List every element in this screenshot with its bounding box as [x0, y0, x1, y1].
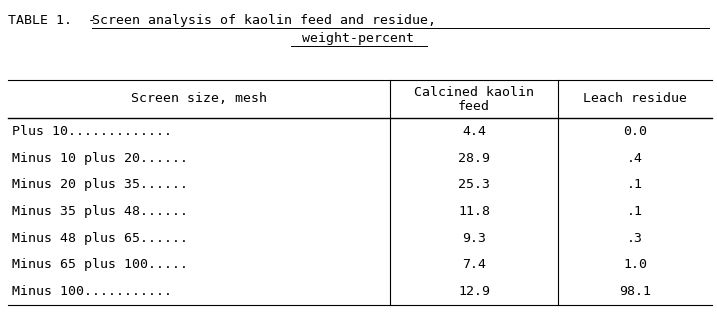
- Text: 7.4: 7.4: [462, 258, 486, 271]
- Text: weight-percent: weight-percent: [303, 32, 414, 45]
- Text: 25.3: 25.3: [458, 178, 490, 191]
- Text: 4.4: 4.4: [462, 125, 486, 138]
- Text: TABLE 1.  -: TABLE 1. -: [8, 14, 104, 27]
- Text: .1: .1: [627, 205, 643, 218]
- Text: Leach residue: Leach residue: [583, 93, 687, 106]
- Text: 0.0: 0.0: [623, 125, 647, 138]
- Text: Minus 20 plus 35......: Minus 20 plus 35......: [12, 178, 188, 191]
- Text: Plus 10.............: Plus 10.............: [12, 125, 172, 138]
- Text: Screen size, mesh: Screen size, mesh: [131, 93, 267, 106]
- Text: Minus 48 plus 65......: Minus 48 plus 65......: [12, 232, 188, 245]
- Text: Minus 10 plus 20......: Minus 10 plus 20......: [12, 152, 188, 165]
- Text: 9.3: 9.3: [462, 232, 486, 245]
- Text: .1: .1: [627, 178, 643, 191]
- Text: 1.0: 1.0: [623, 258, 647, 271]
- Text: Minus 35 plus 48......: Minus 35 plus 48......: [12, 205, 188, 218]
- Text: Calcined kaolin: Calcined kaolin: [414, 85, 534, 99]
- Text: Minus 65 plus 100.....: Minus 65 plus 100.....: [12, 258, 188, 271]
- Text: 28.9: 28.9: [458, 152, 490, 165]
- Text: .3: .3: [627, 232, 643, 245]
- Text: 12.9: 12.9: [458, 285, 490, 298]
- Text: .4: .4: [627, 152, 643, 165]
- Text: Screen analysis of kaolin feed and residue,: Screen analysis of kaolin feed and resid…: [92, 14, 436, 27]
- Text: 98.1: 98.1: [619, 285, 651, 298]
- Text: Minus 100...........: Minus 100...........: [12, 285, 172, 298]
- Text: 11.8: 11.8: [458, 205, 490, 218]
- Text: feed: feed: [458, 100, 490, 113]
